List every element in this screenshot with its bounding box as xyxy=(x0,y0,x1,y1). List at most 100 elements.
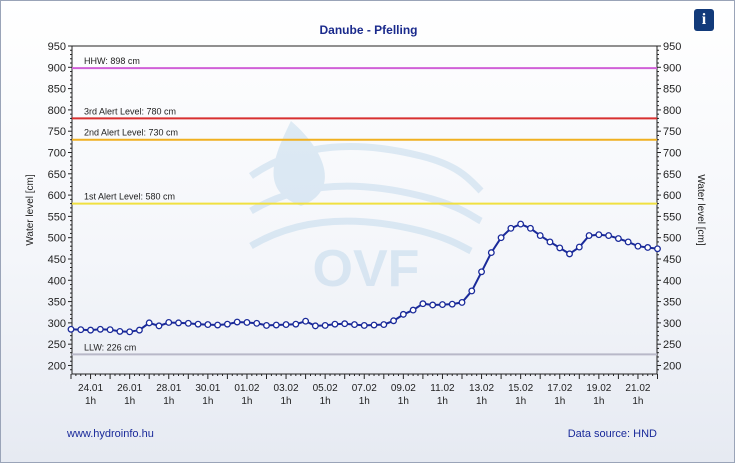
watermark-text: OVF xyxy=(313,240,420,298)
water-level-point xyxy=(556,244,564,252)
water-level-point xyxy=(429,301,437,309)
y-tick-label-right: 350 xyxy=(663,297,681,309)
reference-line-label: 2nd Alert Level: 730 cm xyxy=(84,128,178,138)
water-level-point xyxy=(644,244,652,251)
x-tick-date-label: 19.02 xyxy=(586,383,611,394)
water-level-point xyxy=(126,328,134,336)
x-tick-hour-label: 1h xyxy=(163,396,174,407)
y-tick-label-right: 250 xyxy=(663,339,681,351)
y-tick-label: 600 xyxy=(48,190,66,202)
water-level-point xyxy=(106,326,114,334)
x-tick-date-label: 17.02 xyxy=(547,383,572,394)
x-tick-date-label: 05.02 xyxy=(313,383,338,394)
water-level-point xyxy=(575,243,583,251)
water-level-point xyxy=(331,320,339,328)
y-tick-label-right: 800 xyxy=(663,105,681,117)
water-level-point xyxy=(145,319,153,327)
y-tick-label: 700 xyxy=(48,147,66,159)
y-axis-label-right: Water level [cm] xyxy=(695,174,706,246)
water-level-point xyxy=(223,320,231,328)
water-level-point xyxy=(135,326,143,334)
water-level-point xyxy=(302,317,310,325)
y-tick-label-right: 450 xyxy=(663,254,681,266)
water-level-point xyxy=(370,321,378,329)
y-tick-label: 500 xyxy=(48,233,66,245)
water-level-point xyxy=(292,320,300,328)
x-tick-hour-label: 1h xyxy=(124,396,135,407)
water-level-point xyxy=(214,321,222,329)
water-level-point xyxy=(194,320,202,328)
water-level-point xyxy=(595,231,603,239)
water-level-point xyxy=(585,232,593,240)
water-level-point xyxy=(253,319,261,327)
water-level-point xyxy=(536,232,544,240)
y-tick-label: 350 xyxy=(48,297,66,309)
water-level-point xyxy=(87,326,94,334)
water-level-point xyxy=(654,245,661,253)
water-level-point xyxy=(272,321,280,329)
x-tick-hour-label: 1h xyxy=(241,396,252,407)
y-tick-label-right: 200 xyxy=(663,360,681,372)
water-level-point xyxy=(634,242,642,250)
y-tick-label: 900 xyxy=(48,62,66,74)
water-level-point xyxy=(439,301,446,309)
y-tick-label-right: 750 xyxy=(663,126,681,138)
y-tick-label-right: 600 xyxy=(663,190,681,202)
water-level-point xyxy=(487,249,495,257)
x-tick-hour-label: 1h xyxy=(359,396,370,407)
y-tick-label: 550 xyxy=(48,211,66,223)
y-tick-label-right: 300 xyxy=(663,318,681,330)
x-tick-hour-label: 1h xyxy=(280,396,291,407)
water-level-point xyxy=(419,300,427,308)
y-tick-label: 250 xyxy=(48,339,66,351)
water-level-point xyxy=(360,321,368,329)
x-tick-date-label: 28.01 xyxy=(156,383,181,394)
water-level-point xyxy=(497,234,505,242)
y-tick-label-right: 650 xyxy=(663,169,681,181)
water-level-point xyxy=(448,300,456,308)
y-tick-label: 400 xyxy=(48,275,66,287)
water-level-point xyxy=(243,319,251,326)
y-tick-label-right: 400 xyxy=(663,275,681,287)
y-tick-label: 950 xyxy=(48,41,66,53)
x-tick-date-label: 15.02 xyxy=(508,383,533,394)
y-tick-label-right: 850 xyxy=(663,84,681,96)
x-tick-hour-label: 1h xyxy=(593,396,604,407)
water-level-point xyxy=(399,310,407,318)
x-tick-date-label: 24.01 xyxy=(78,383,103,394)
x-tick-date-label: 07.02 xyxy=(352,383,377,394)
water-level-point xyxy=(517,220,525,228)
x-tick-date-label: 13.02 xyxy=(469,383,494,394)
x-tick-date-label: 21.02 xyxy=(625,383,650,394)
water-level-point xyxy=(282,321,290,329)
x-tick-hour-label: 1h xyxy=(85,396,96,407)
water-level-point xyxy=(77,326,85,334)
x-tick-hour-label: 1h xyxy=(515,396,526,407)
water-level-point xyxy=(351,321,358,329)
water-level-point xyxy=(116,327,124,335)
y-tick-label: 200 xyxy=(48,360,66,372)
y-tick-label: 650 xyxy=(48,169,66,181)
water-level-point xyxy=(390,317,398,325)
y-tick-label: 800 xyxy=(48,105,66,117)
website-link[interactable]: www.hydroinfo.hu xyxy=(67,428,154,440)
data-source-label: Data source: HND xyxy=(567,428,657,440)
x-tick-hour-label: 1h xyxy=(398,396,409,407)
water-level-point xyxy=(605,232,613,240)
y-tick-label: 750 xyxy=(48,126,66,138)
water-level-point xyxy=(175,319,182,327)
x-tick-hour-label: 1h xyxy=(632,396,643,407)
x-tick-date-label: 26.01 xyxy=(117,383,142,394)
water-level-point xyxy=(155,322,163,330)
water-level-point xyxy=(468,287,476,295)
water-level-point xyxy=(204,321,212,329)
ovf-watermark: OVF xyxy=(248,121,484,298)
info-icon[interactable]: i xyxy=(694,9,714,31)
x-tick-hour-label: 1h xyxy=(554,396,565,407)
water-level-point xyxy=(614,235,622,242)
water-level-point xyxy=(526,224,534,232)
reference-line-label: HHW: 898 cm xyxy=(84,56,140,66)
reference-line-label: 3rd Alert Level: 780 cm xyxy=(84,106,176,116)
x-tick-hour-label: 1h xyxy=(476,396,487,407)
